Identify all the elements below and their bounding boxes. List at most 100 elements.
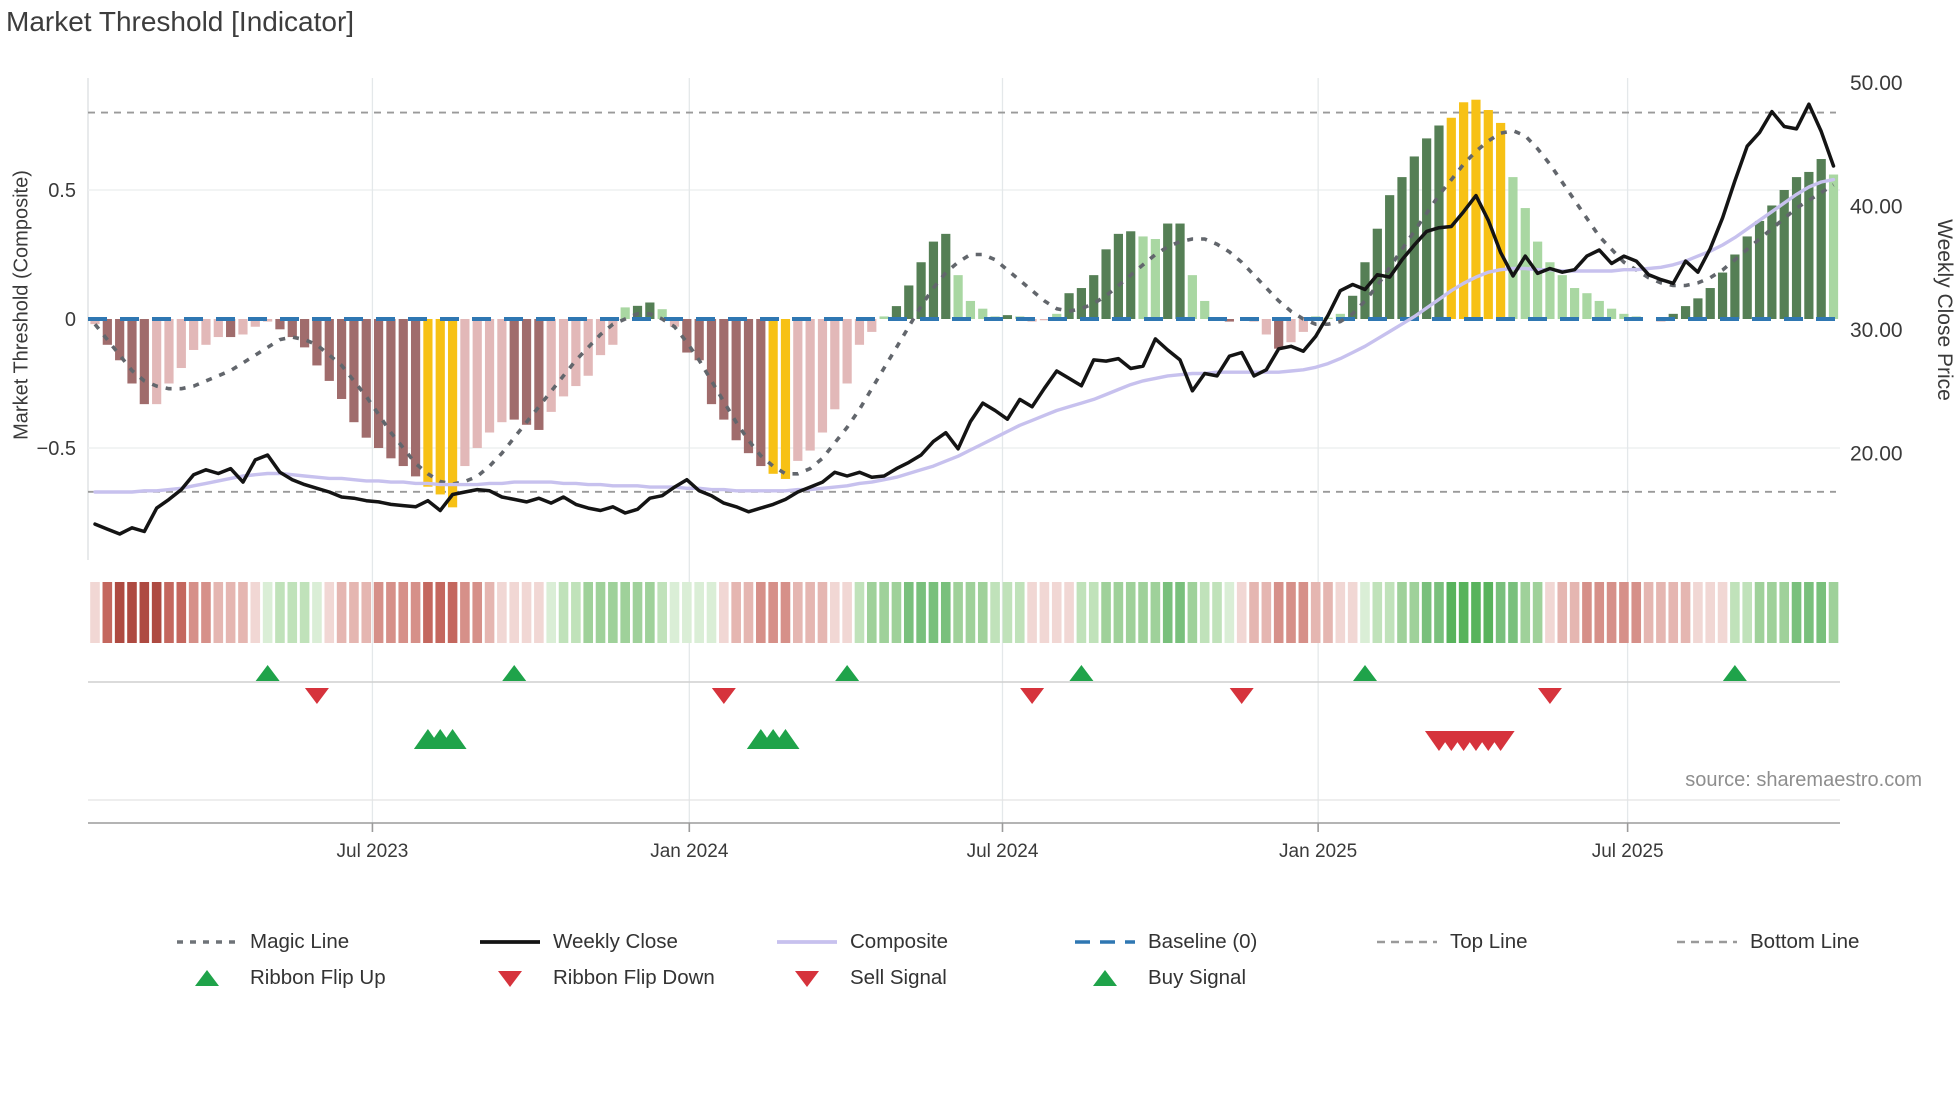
composite-bar (1582, 293, 1592, 319)
ribbon-cell (521, 582, 532, 643)
legend-label: Top Line (1450, 930, 1528, 953)
composite-bar (1101, 249, 1111, 319)
ribbon-cell (916, 582, 926, 643)
composite-bar (1557, 275, 1567, 319)
buy-signal-marker (771, 729, 800, 749)
composite-bar (176, 319, 186, 369)
ribbon-cell (1150, 582, 1161, 643)
legend-item-magic-line: Magic Line (175, 930, 349, 954)
ribbon-cell (977, 582, 988, 643)
ribbon-cell (349, 582, 359, 643)
composite-bar (226, 319, 236, 338)
ribbon-cell (1101, 582, 1111, 643)
ribbon-cell (287, 582, 298, 643)
composite-bar (1705, 288, 1715, 319)
composite-bar (916, 262, 926, 319)
legend-label: Baseline (0) (1148, 930, 1258, 953)
composite-bar (263, 319, 273, 322)
composite-bar (793, 319, 803, 461)
ribbon-flip-up-marker (1722, 665, 1747, 681)
ribbon-flip-down-marker (1229, 688, 1254, 704)
ribbon-cell (940, 582, 951, 643)
composite-bar (583, 319, 593, 376)
ribbon-cell (583, 582, 593, 643)
ribbon-cell (1483, 582, 1494, 643)
composite-bar (546, 319, 556, 412)
x-tick-label: Jan 2025 (1279, 841, 1357, 862)
composite-bar (731, 319, 741, 441)
ribbon-cell (127, 582, 137, 643)
ribbon-cell (842, 582, 852, 643)
ribbon-cell (225, 582, 236, 643)
ribbon-cell (1631, 582, 1642, 643)
composite-bar (164, 319, 174, 384)
ribbon-cell (1286, 582, 1296, 643)
ribbon-cell (1730, 582, 1740, 643)
ribbon-flip-up-marker (502, 665, 527, 681)
composite-bar (768, 319, 778, 474)
right-tick-label: 50.00 (1850, 72, 1903, 95)
composite-bar (830, 319, 840, 410)
composite-bar (102, 319, 112, 345)
composite-bar (669, 319, 680, 327)
ribbon-cell (151, 582, 162, 643)
composite-bar (1533, 241, 1543, 319)
composite-bar (1286, 319, 1296, 343)
ribbon-cell (595, 582, 606, 643)
ribbon-cell (546, 582, 557, 643)
ribbon-cell (731, 582, 741, 643)
ribbon-cell (1273, 582, 1284, 643)
composite-bar (1113, 233, 1123, 319)
composite-bar (127, 319, 137, 384)
ribbon-cell (1471, 582, 1481, 643)
ribbon-cell (1557, 582, 1568, 643)
composite-bar (521, 319, 532, 425)
ribbon-cell (1656, 582, 1666, 643)
ribbon-cell (1754, 582, 1765, 643)
composite-bar (472, 319, 482, 448)
ribbon-cell (965, 582, 976, 643)
legend-item-top-line: Top Line (1375, 930, 1528, 954)
ribbon-cell (1742, 582, 1753, 643)
composite-bar (337, 319, 347, 399)
ribbon-cell (891, 582, 902, 643)
composite-bar (460, 319, 470, 467)
ribbon-cell (1076, 582, 1087, 643)
composite-bar (1039, 319, 1050, 321)
legend-label: Bottom Line (1750, 930, 1860, 953)
green-up-triangle-icon (195, 970, 219, 986)
ribbon-cell (1335, 582, 1346, 643)
composite-bar (238, 319, 248, 335)
ribbon-cell (472, 582, 483, 643)
composite-bar (1422, 138, 1432, 319)
composite-bar (1076, 288, 1086, 319)
composite-bar (349, 319, 359, 423)
buy-signal-marker (438, 729, 467, 749)
composite-bar (152, 319, 162, 405)
legend-label: Composite (850, 930, 948, 953)
legend-item-sell-signal: Sell Signal (775, 966, 947, 990)
composite-bar (1052, 313, 1062, 319)
ribbon-cell (1446, 582, 1457, 643)
ribbon-cell (1717, 582, 1728, 643)
ribbon-cell (1545, 582, 1555, 643)
ribbon-cell (1816, 582, 1826, 643)
composite-bar (1163, 223, 1173, 319)
composite-bar (1483, 110, 1493, 320)
ribbon-cell (250, 582, 261, 643)
ribbon-cell (1310, 582, 1321, 643)
composite-bar (1434, 125, 1444, 319)
ribbon-cell (398, 582, 409, 643)
ribbon-cell (423, 582, 433, 643)
composite-bar (1138, 236, 1148, 319)
composite-bar (447, 319, 458, 508)
composite-bar (1385, 195, 1395, 319)
composite-bar (1816, 159, 1826, 319)
solid-black-line-icon (480, 940, 540, 944)
ribbon-cell (1828, 582, 1839, 643)
composite-bar (287, 319, 297, 338)
composite-bar (719, 319, 729, 420)
composite-bar (756, 319, 766, 467)
ribbon-cell (1014, 582, 1025, 643)
